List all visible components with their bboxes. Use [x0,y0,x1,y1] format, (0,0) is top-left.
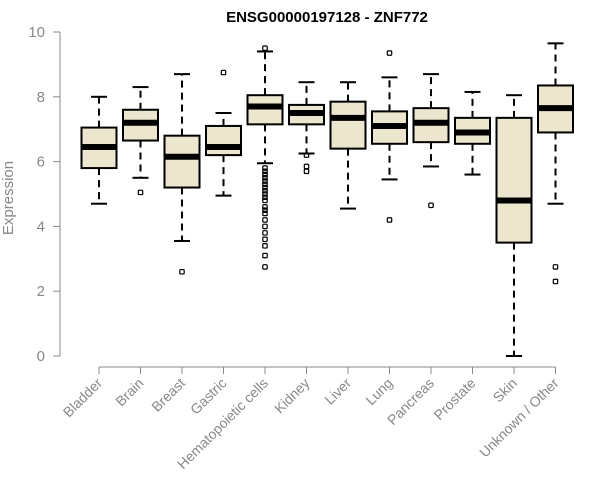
outlier-point [262,45,268,52]
outlier-point [262,243,268,249]
outlier-point [262,197,268,204]
box-group [163,73,201,275]
y-axis: 0 2 4 6 8 10 [28,24,61,365]
x-tick-label: Brain [112,375,146,409]
outlier-point [262,210,268,217]
outlier-point [262,187,268,194]
outlier-point [262,194,268,201]
y-tick-label: 10 [28,24,45,41]
box-group [329,81,367,210]
outlier-point [179,268,185,275]
x-tick-label: Skin [490,375,521,406]
outlier-point [386,217,393,223]
outlier-point [262,230,268,236]
iqr-box [329,100,367,150]
outlier-point [262,223,268,230]
x-tick-label: Unknown / Other [476,375,562,461]
box-series [80,42,574,357]
y-tick-label: 6 [37,154,45,171]
y-tick-label: 8 [37,89,45,106]
outlier-point [262,165,268,171]
outlier-point [428,202,434,209]
outlier-point [262,171,268,178]
outlier-point [262,236,268,243]
x-tick-label: Bladder [60,375,106,421]
box-group [288,81,325,175]
box-group [80,95,118,205]
outlier-point [552,264,559,270]
x-tick-label: Kidney [271,375,313,417]
x-tick-label: Breast [148,375,188,415]
outlier-point [262,184,268,191]
box-group [246,45,284,270]
box-group [412,73,450,209]
outlier-point [262,178,268,184]
box-group [371,50,408,223]
y-tick-label: 0 [37,348,45,365]
outlier-point [220,69,227,76]
box-group [122,86,159,196]
outlier-point [386,50,393,56]
outlier-point [262,204,268,210]
outlier-point [262,191,268,197]
outlier-point [303,152,310,158]
iqr-box [205,124,242,157]
outlier-point [262,168,268,175]
outlier-point [262,217,268,223]
outlier-point [552,278,559,285]
outlier-point [262,175,268,181]
box-group [495,94,533,357]
x-tick-label: Prostate [430,375,478,423]
iqr-box [163,134,201,189]
outlier-point [262,181,268,188]
y-axis-label: Expression [0,161,17,235]
outlier-point [303,168,310,175]
y-tick-label: 4 [37,218,45,235]
outlier-point [303,163,310,170]
x-tick-label: Liver [321,375,354,408]
outlier-point [137,189,144,196]
box-group [454,90,491,176]
outlier-point [262,264,268,270]
chart-title: ENSG00000197128 - ZNF772 [226,9,428,26]
box-group [537,42,574,285]
iqr-box [495,116,533,244]
iqr-box [246,94,284,126]
box-group [205,69,242,197]
outlier-point [262,252,268,259]
y-tick-label: 2 [37,283,45,300]
x-tick-label: Lung [362,375,395,408]
outlier-point [262,207,268,214]
